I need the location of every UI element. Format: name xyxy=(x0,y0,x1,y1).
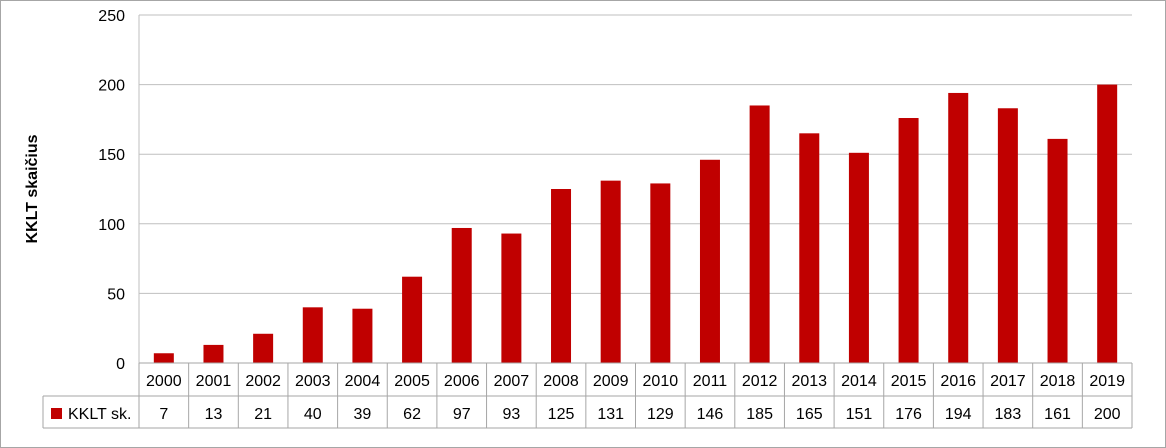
data-table-value: 146 xyxy=(697,406,724,423)
y-axis-label: KKLT skaičius xyxy=(24,134,41,243)
data-table-value: 194 xyxy=(945,406,972,423)
x-tick-label: 2011 xyxy=(693,373,728,390)
bar xyxy=(799,133,820,363)
x-tick-label: 2019 xyxy=(1089,373,1125,390)
data-table-value: 183 xyxy=(995,406,1022,423)
data-table-value: 13 xyxy=(205,406,223,423)
x-tick-label: 2005 xyxy=(394,373,430,390)
x-tick-label: 2017 xyxy=(990,373,1026,390)
data-table-value: 40 xyxy=(304,406,322,423)
x-tick-label: 2008 xyxy=(543,373,579,390)
legend-label: KKLT sk. xyxy=(68,406,131,423)
x-tick-label: 2004 xyxy=(345,373,381,390)
gridlines xyxy=(138,14,1132,363)
x-tick-label: 2006 xyxy=(444,373,480,390)
bar xyxy=(402,276,423,363)
bar xyxy=(699,159,720,363)
bar xyxy=(253,333,274,363)
data-table-value: 185 xyxy=(746,406,773,423)
y-tick-label: 150 xyxy=(98,147,125,164)
data-table-value: 165 xyxy=(796,406,823,423)
data-table-value: 21 xyxy=(254,406,272,423)
data-table-value: 151 xyxy=(846,406,873,423)
data-table-value: 129 xyxy=(647,406,674,423)
legend-swatch xyxy=(51,408,62,419)
data-table-value: 62 xyxy=(403,406,421,423)
bar xyxy=(551,189,572,363)
data-table-value: 125 xyxy=(548,406,575,423)
y-tick-label: 0 xyxy=(116,356,125,373)
data-table-value: 97 xyxy=(453,406,471,423)
x-tick-label: 2007 xyxy=(494,373,530,390)
bar xyxy=(153,353,174,363)
bar xyxy=(352,308,373,363)
data-table-value: 200 xyxy=(1094,406,1121,423)
bar xyxy=(948,92,969,364)
bar xyxy=(600,180,621,363)
x-tick-label: 2001 xyxy=(196,373,232,390)
bars xyxy=(153,84,1118,364)
bar xyxy=(997,108,1018,363)
bar xyxy=(501,233,522,363)
x-tick-label: 2012 xyxy=(742,373,778,390)
bar xyxy=(749,105,770,363)
bar xyxy=(203,344,224,363)
x-tick-label: 2016 xyxy=(940,373,976,390)
bar xyxy=(1097,84,1118,363)
x-tick-label: 2003 xyxy=(295,373,331,390)
data-table-value: 7 xyxy=(159,406,168,423)
bar xyxy=(898,118,919,364)
x-tick-label: 2018 xyxy=(1040,373,1076,390)
x-tick-label: 2014 xyxy=(841,373,877,390)
x-tick-label: 2013 xyxy=(791,373,827,390)
y-tick-label: 100 xyxy=(98,217,125,234)
bar xyxy=(451,227,472,363)
x-tick-label: 2009 xyxy=(593,373,629,390)
x-tick-label: 2010 xyxy=(643,373,679,390)
data-table-value: 176 xyxy=(895,406,922,423)
y-axis-ticks: 0 50 100 150 200 250 xyxy=(98,8,125,373)
data-table-value: 131 xyxy=(597,406,624,423)
y-tick-label: 50 xyxy=(107,286,125,303)
data-table-value: 161 xyxy=(1044,406,1071,423)
bar xyxy=(302,307,323,363)
bar xyxy=(848,152,869,363)
data-table-value: 93 xyxy=(502,406,520,423)
y-tick-label: 250 xyxy=(98,8,125,25)
x-tick-label: 2002 xyxy=(245,373,281,390)
data-table: 2000 7 2001 13 2002 21 2003 40 2004 39 2005 62 2006 9… xyxy=(42,362,1133,429)
bar xyxy=(650,183,671,363)
y-tick-label: 200 xyxy=(98,78,125,95)
x-tick-label: 2000 xyxy=(146,373,182,390)
bar xyxy=(1047,138,1068,363)
x-tick-label: 2015 xyxy=(891,373,927,390)
data-table-value: 39 xyxy=(354,406,372,423)
